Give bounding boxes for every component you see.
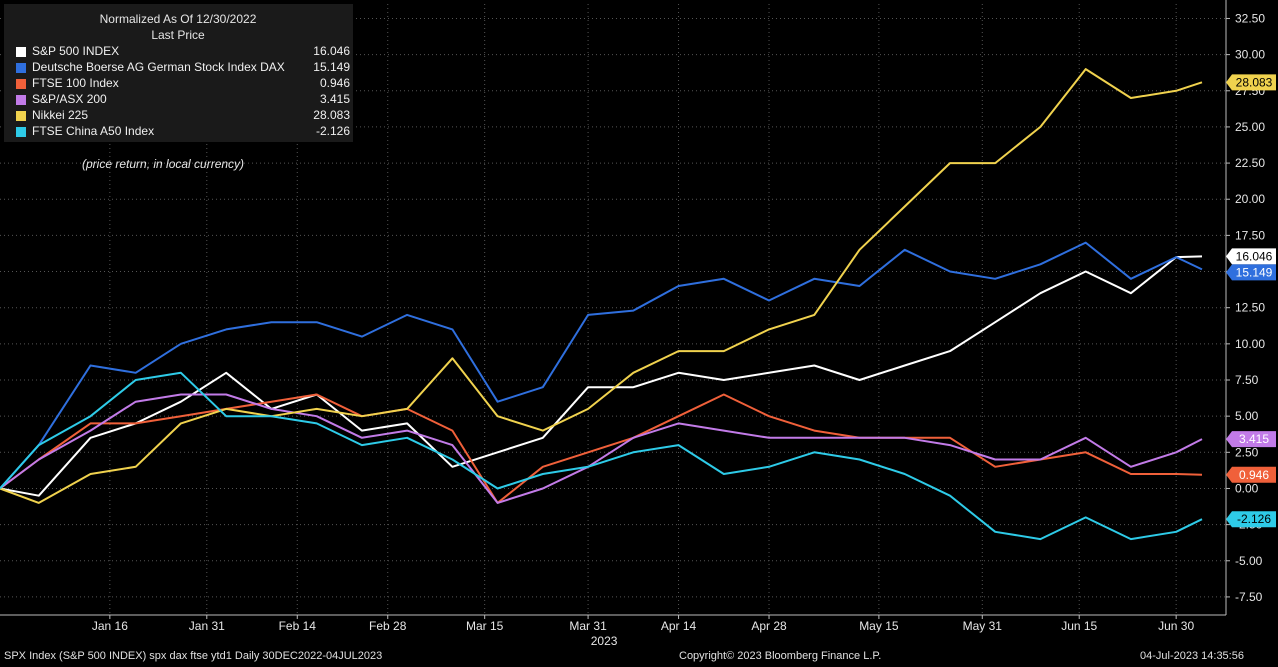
legend-entry: FTSE 100 Index 0.946 — [16, 76, 352, 91]
legend-swatch — [16, 127, 26, 137]
x-tick-label: Mar 31 — [569, 619, 607, 633]
legend-entry: S&P/ASX 200 3.415 — [16, 92, 352, 107]
footer-security-info: SPX Index (S&P 500 INDEX) spx dax ftse y… — [4, 650, 383, 662]
y-tick-label: 20.00 — [1235, 192, 1265, 206]
last-value-tag — [1226, 264, 1276, 281]
legend-series-value: 3.415 — [319, 92, 350, 106]
legend-series-name: S&P 500 INDEX — [32, 44, 120, 58]
y-tick-label: 25.00 — [1235, 120, 1265, 134]
series-line — [0, 371, 1203, 541]
x-tick-label: Feb 14 — [279, 619, 317, 633]
legend-swatch — [16, 79, 26, 89]
last-value-tag — [1226, 74, 1276, 91]
last-value-label: 0.946 — [1239, 468, 1269, 482]
legend-entry: Nikkei 225 28.083 — [16, 108, 352, 123]
series-line — [0, 241, 1203, 490]
legend-entry: S&P 500 INDEX 16.046 — [16, 44, 352, 59]
last-value-label: 28.083 — [1236, 75, 1273, 89]
x-tick-label: Jan 16 — [92, 619, 128, 633]
legend-series-name: S&P/ASX 200 — [32, 92, 107, 106]
x-tick-label: Jun 30 — [1158, 619, 1194, 633]
last-value-label: 16.046 — [1236, 249, 1273, 263]
last-value-tag — [1226, 466, 1276, 483]
y-tick-label: 32.50 — [1235, 11, 1265, 25]
legend-subtitle: Last Price — [151, 28, 205, 42]
last-value-label: -2.126 — [1237, 512, 1271, 526]
y-tick-label: 0.00 — [1235, 481, 1259, 495]
y-tick-label: 30.00 — [1235, 48, 1265, 62]
legend-series-value: 16.046 — [313, 44, 350, 58]
legend-swatch — [16, 95, 26, 105]
y-tick-label: 2.50 — [1235, 445, 1259, 459]
x-tick-label: Jun 15 — [1061, 619, 1097, 633]
legend-series-value: -2.126 — [315, 124, 350, 138]
x-tick-label: Apr 28 — [751, 619, 787, 633]
last-value-tag — [1226, 248, 1276, 265]
series-line — [0, 68, 1203, 504]
x-tick-label: Apr 14 — [661, 619, 697, 633]
x-tick-label: Feb 28 — [369, 619, 407, 633]
y-tick-label: -5.00 — [1235, 554, 1263, 568]
legend-series-value: 0.946 — [319, 76, 350, 90]
last-value-tag — [1226, 431, 1276, 448]
footer-timestamp: 04-Jul-2023 14:35:56 — [1140, 650, 1244, 662]
legend: Normalized As Of 12/30/2022 Last Price S… — [4, 4, 353, 142]
chart-series-lines — [0, 68, 1203, 541]
legend-series-name: Deutsche Boerse AG German Stock Index DA… — [32, 60, 285, 74]
x-tick-label: Mar 15 — [466, 619, 504, 633]
chart-note: (price return, in local currency) — [82, 157, 245, 171]
legend-swatch — [16, 47, 26, 57]
last-value-label: 15.149 — [1236, 265, 1273, 279]
legend-series-name: FTSE China A50 Index — [32, 124, 155, 138]
legend-series-value: 28.083 — [313, 108, 350, 122]
y-tick-label: 10.00 — [1235, 337, 1265, 351]
legend-entry: FTSE China A50 Index -2.126 — [16, 124, 352, 139]
legend-title: Normalized As Of 12/30/2022 — [99, 12, 257, 26]
y-tick-label: 5.00 — [1235, 409, 1259, 423]
footer-copyright: Copyright© 2023 Bloomberg Finance L.P. — [679, 650, 882, 662]
x-tick-label: May 31 — [963, 619, 1003, 633]
legend-series-value: 15.149 — [313, 60, 350, 74]
x-tick-label: Jan 31 — [189, 619, 225, 633]
y-tick-label: 7.50 — [1235, 373, 1259, 387]
legend-swatch — [16, 111, 26, 121]
y-tick-label: 17.50 — [1235, 228, 1265, 242]
series-line — [0, 255, 1203, 497]
last-value-tag — [1226, 511, 1276, 528]
legend-entry: Deutsche Boerse AG German Stock Index DA… — [16, 60, 352, 75]
y-tick-label: -7.50 — [1235, 590, 1263, 604]
legend-series-name: Nikkei 225 — [32, 108, 89, 122]
x-axis: Jan 16 Jan 31 Feb 14 Feb 28 Mar 15 Mar 31 Apr … — [0, 614, 1226, 648]
last-value-label: 3.415 — [1239, 432, 1269, 446]
x-tick-label: May 15 — [859, 619, 899, 633]
x-axis-year-label: 2023 — [591, 634, 618, 648]
y-tick-label: 12.50 — [1235, 301, 1265, 315]
y-tick-label: 22.50 — [1235, 156, 1265, 170]
series-line — [0, 393, 1203, 504]
legend-swatch — [16, 63, 26, 73]
last-value-tags: 28.083 16.046 15.149 3.415 0.946 -2.126 — [1226, 74, 1276, 528]
legend-series-name: FTSE 100 Index — [32, 76, 119, 90]
